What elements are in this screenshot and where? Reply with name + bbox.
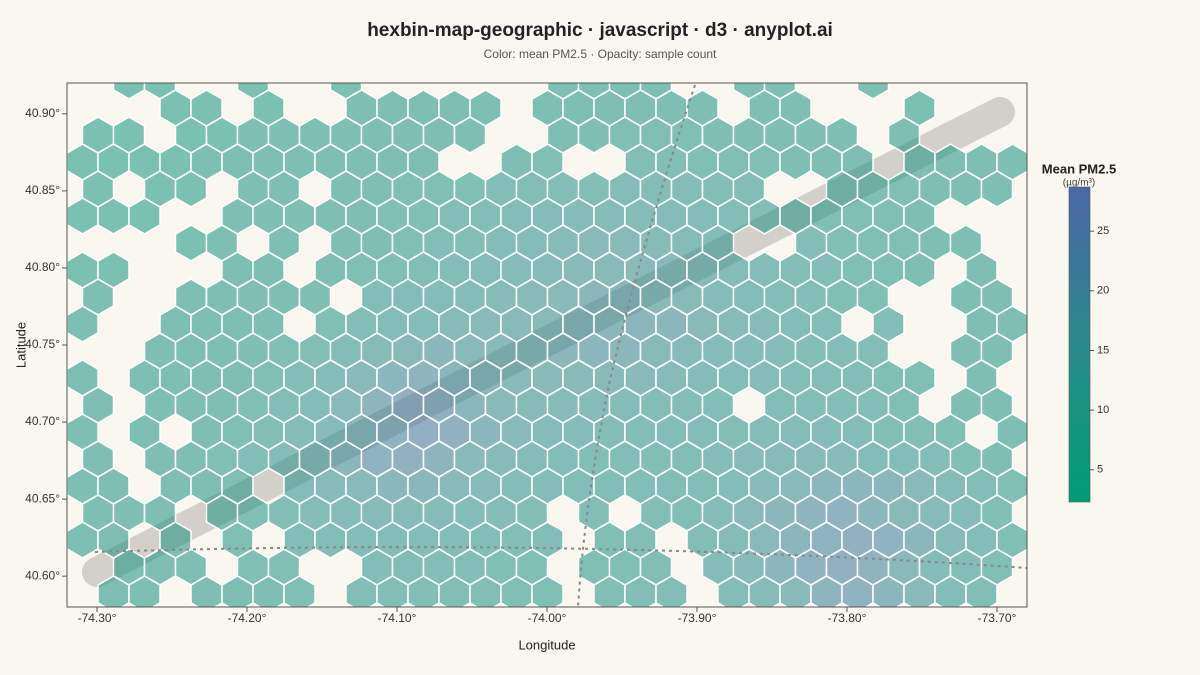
colorbar-tick-label: 10: [1097, 404, 1109, 416]
hex-bin: [903, 251, 936, 289]
hex-bin: [283, 575, 316, 607]
hex-bin: [856, 83, 890, 100]
hex-bin: [531, 575, 564, 607]
x-tick-label: -74.30°: [78, 611, 117, 625]
hex-bin: [67, 305, 99, 343]
colorbar-title: Mean PM2.5: [1042, 161, 1116, 176]
x-tick-label: -73.90°: [678, 611, 717, 625]
colorbar: [1068, 186, 1091, 503]
x-tick-label: -73.80°: [828, 611, 867, 625]
colorbar-tick-label: 25: [1097, 225, 1109, 237]
y-tick-label: 40.60°: [25, 568, 60, 582]
x-tick-label: -74.10°: [378, 611, 417, 625]
x-axis-label: Longitude: [518, 637, 575, 652]
colorbar-unit: (µg/m³): [1063, 178, 1095, 189]
axes: -74.30° -74.20° -74.10° -74.00° -73.90° -73.8…: [25, 106, 1016, 625]
hex-bin: [128, 197, 161, 235]
y-tick-label: 40.80°: [25, 260, 60, 274]
chart-title: hexbin-map-geographic · javascript · d3 …: [367, 20, 833, 41]
hex-bin: [965, 575, 998, 607]
chart-subtitle: Color: mean PM2.5 · Opacity: sample coun…: [484, 47, 717, 61]
y-tick-label: 40.90°: [25, 106, 60, 120]
hex-bin: [174, 170, 208, 208]
hex-bin: [453, 116, 487, 154]
colorbar-tick-label: 5: [1097, 464, 1103, 476]
y-tick-label: 40.65°: [25, 491, 60, 505]
y-tick-label: 40.70°: [25, 414, 60, 428]
boundary-line: [577, 84, 696, 607]
hex-bin: [980, 170, 1014, 208]
colorbar-tick-label: 15: [1097, 344, 1109, 356]
hex-bin: [112, 83, 146, 100]
overlay-lines: [94, 84, 1027, 607]
y-axis-label: Latitude: [13, 322, 28, 368]
x-tick-label: -74.20°: [228, 611, 267, 625]
hex-bin: [655, 575, 688, 607]
y-tick-label: 40.75°: [25, 337, 60, 351]
hex-layer: [67, 83, 1027, 607]
colorbar-tick-label: 20: [1097, 285, 1109, 297]
hex-bin: [174, 224, 208, 262]
hex-bin: [128, 575, 161, 607]
x-tick-label: -74.00°: [528, 611, 567, 625]
x-tick-label: -73.70°: [978, 611, 1017, 625]
y-tick-label: 40.85°: [25, 183, 60, 197]
